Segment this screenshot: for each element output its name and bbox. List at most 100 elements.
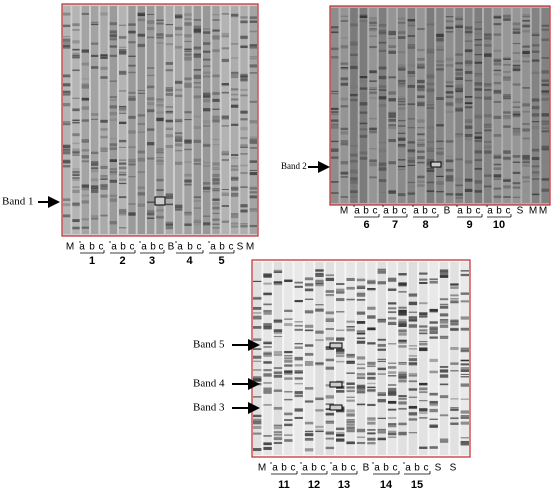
gel-band: [388, 33, 396, 36]
gel-band: [263, 369, 272, 372]
gel-band: [408, 355, 418, 357]
gel-band: [147, 13, 155, 16]
gel-band: [109, 198, 117, 202]
gel-band: [156, 150, 164, 153]
gel-band: [512, 127, 521, 130]
gel-band: [474, 49, 483, 51]
gel-panel: [61, 3, 259, 237]
gel-band: [426, 50, 435, 54]
gel-band: [450, 301, 459, 304]
gel-band: [439, 322, 449, 325]
gel-band: [407, 151, 416, 156]
gel-band: [369, 162, 377, 167]
gel-band: [356, 356, 366, 360]
gel-band: [450, 370, 459, 372]
gel-lane: [387, 262, 397, 455]
gel-band: [346, 386, 355, 388]
gel-band: [231, 225, 239, 228]
gel-band: [175, 138, 183, 142]
gel-band: [240, 94, 248, 97]
gel-band: [212, 14, 220, 16]
gel-band: [359, 151, 368, 155]
gel-band: [81, 218, 89, 220]
gel-band: [378, 165, 387, 168]
lane-label: a: [332, 463, 338, 474]
gel-band: [541, 91, 549, 95]
gel-band: [378, 162, 387, 166]
gel-lane: [484, 8, 492, 203]
gel-band: [240, 126, 248, 131]
gel-lane: [137, 6, 145, 234]
gel-band: [388, 76, 396, 79]
group-label: 15: [411, 479, 423, 491]
gel-band: [346, 419, 355, 421]
gel-band: [294, 383, 303, 385]
gel-band: [522, 14, 530, 17]
gel-band: [464, 80, 473, 82]
gel-band: [336, 431, 345, 436]
gel-band: [397, 36, 406, 39]
gel-band: [231, 213, 239, 216]
gel-band: [81, 83, 89, 87]
gel-band: [284, 355, 293, 357]
gel-band: [249, 147, 257, 149]
gel-band: [387, 280, 397, 283]
gel-band: [417, 101, 425, 104]
gel-band: [109, 118, 117, 122]
gel-band: [253, 369, 262, 371]
gel-band: [398, 363, 407, 365]
gel-band: [445, 169, 454, 172]
gel-band: [137, 114, 145, 117]
band-box: [154, 196, 166, 206]
gel-band: [445, 20, 454, 23]
gel-band: [263, 351, 272, 353]
gel-band: [294, 364, 303, 367]
gel-band: [377, 319, 386, 323]
gel-band: [419, 332, 428, 335]
gel-band: [156, 98, 164, 100]
gel-lane: [407, 8, 416, 203]
gel-band: [377, 428, 386, 431]
gel-band: [531, 165, 540, 168]
gel-band: [175, 33, 183, 36]
gel-band: [397, 31, 406, 35]
gel-lane: [350, 8, 358, 203]
gel-band: [156, 215, 164, 219]
gel-band: [109, 96, 117, 99]
gel-band: [193, 53, 201, 55]
gel-band: [429, 400, 438, 403]
gel-band: [378, 29, 387, 33]
group-label: 11: [278, 479, 290, 491]
gel-band: [350, 153, 358, 157]
gel-band: [203, 71, 211, 74]
gel-band: [240, 45, 248, 49]
gel-band: [81, 160, 89, 163]
gel-band: [359, 87, 368, 90]
gel-band: [175, 135, 183, 139]
gel-band: [367, 418, 376, 421]
gel-band: [512, 101, 521, 103]
gel-band: [91, 185, 99, 187]
gel-band: [503, 196, 511, 198]
gel-band: [426, 182, 435, 184]
gel-band: [445, 159, 454, 163]
gel-band: [503, 71, 511, 73]
gel-band: [109, 34, 117, 38]
gel-band: [377, 268, 386, 271]
gel-band: [273, 281, 283, 284]
gel-band: [531, 166, 540, 168]
gel-band: [436, 151, 444, 155]
gel-band: [325, 421, 335, 424]
gel-band: [100, 175, 108, 177]
gel-band: [315, 272, 324, 276]
gel-band: [184, 148, 192, 151]
gel-band: [541, 127, 549, 129]
gel-band: [81, 200, 89, 204]
gel-lane: [336, 262, 345, 455]
gel-band: [119, 166, 127, 170]
gel-band: [284, 434, 293, 436]
gel-band: [464, 64, 473, 66]
gel-band: [369, 176, 377, 179]
gel-band: [81, 149, 89, 152]
gel-lane: [128, 6, 136, 234]
